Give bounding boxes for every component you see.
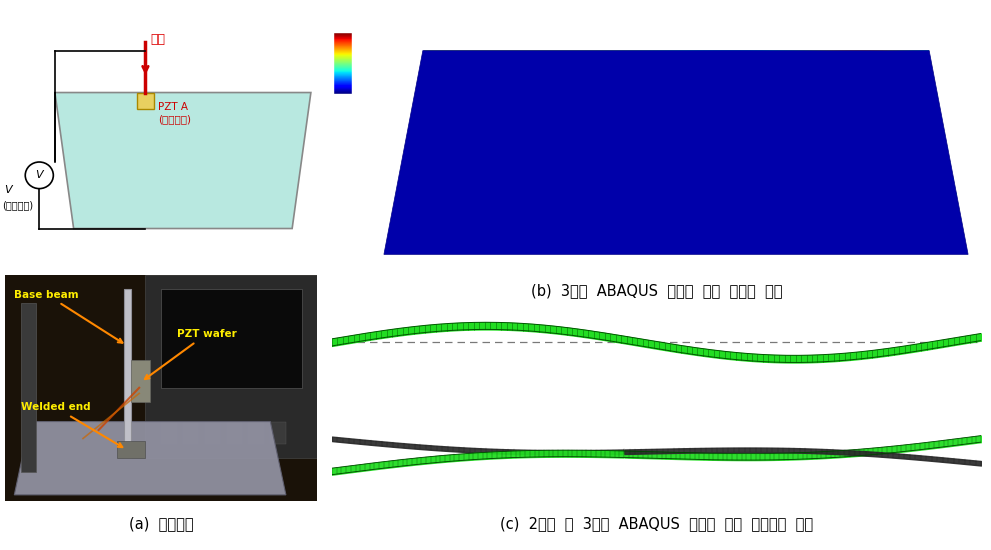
Bar [137,92,154,109]
Bar [117,441,146,458]
Bar [183,422,198,444]
Bar [227,422,242,444]
Text: (b)  3차원  ABAQUS  해석을  롭한  유도파  해석: (b) 3차원 ABAQUS 해석을 롭한 유도파 해석 [531,283,782,298]
Polygon shape [14,421,286,495]
Text: V: V [4,185,12,195]
Text: Welded end: Welded end [21,402,122,447]
Bar [21,303,37,472]
Text: (입력전압): (입력전압) [2,200,33,210]
Polygon shape [384,51,968,254]
Text: PZT A
(압전소자): PZT A (압전소자) [158,102,191,124]
Bar [124,289,132,458]
Bar [249,422,264,444]
Text: (c)  2차원  및  3차원  ABAQUS  해석을  롭한  임피던스  해석: (c) 2차원 및 3차원 ABAQUS 해석을 롭한 임피던스 해석 [500,516,813,531]
Polygon shape [55,92,311,229]
Text: 전류: 전류 [150,33,165,46]
Bar [162,289,301,388]
Text: V: V [36,170,43,180]
Bar [146,275,317,458]
Text: (a)  대상모델: (a) 대상모델 [129,516,193,531]
Bar [271,422,286,444]
Bar [205,422,220,444]
Bar [132,360,150,402]
Bar [162,422,176,444]
Text: PZT wafer: PZT wafer [145,329,237,379]
Text: Base beam: Base beam [14,289,122,343]
